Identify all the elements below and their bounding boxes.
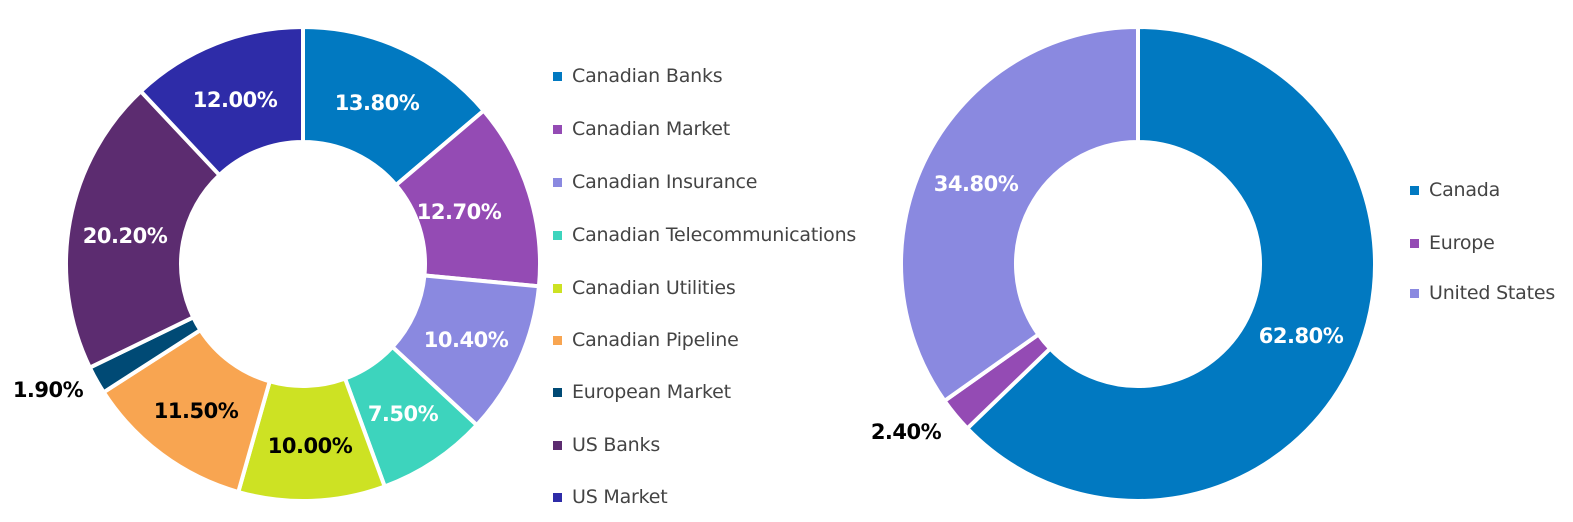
geographic-allocation-donut: 62.80% 2.40% 34.80% bbox=[871, 24, 1377, 503]
legend-label: US Banks bbox=[572, 434, 661, 456]
slice-us-banks[interactable] bbox=[64, 88, 223, 371]
legend-item-canadian-insurance[interactable]: Canadian Insurance bbox=[553, 169, 757, 195]
legend-marker-icon bbox=[1410, 288, 1419, 298]
legend-label: Canadian Market bbox=[572, 118, 730, 140]
legend-label: Canadian Pipeline bbox=[572, 329, 739, 351]
legend-marker-icon bbox=[553, 124, 562, 134]
legend-item-canadian-utilities[interactable]: Canadian Utilities bbox=[553, 275, 736, 301]
legend-label: Canada bbox=[1429, 179, 1501, 201]
legend-marker-icon bbox=[553, 283, 562, 293]
legend-item-united-states[interactable]: United States bbox=[1410, 280, 1555, 306]
legend-marker-icon bbox=[553, 177, 562, 187]
legend-label: United States bbox=[1429, 282, 1556, 304]
data-label-canadian-market: 12.70% bbox=[417, 200, 502, 224]
legend-label: Canadian Insurance bbox=[572, 171, 758, 193]
data-label-united-states: 34.80% bbox=[934, 172, 1019, 196]
data-label-canadian-banks: 13.80% bbox=[335, 91, 420, 115]
legend-label: Canadian Telecommunications bbox=[572, 224, 857, 246]
legend-label: Canadian Banks bbox=[572, 65, 723, 87]
legend-marker-icon bbox=[553, 440, 562, 450]
data-label-canada: 62.80% bbox=[1259, 324, 1344, 348]
sector-allocation-donut: 13.80% 12.70% 10.40% 7.50% 10.00% 11.50% 1.90%… bbox=[13, 24, 542, 503]
legend-item-canadian-market[interactable]: Canadian Market bbox=[553, 116, 730, 142]
legend-label: US Market bbox=[572, 486, 668, 508]
data-label-european-market: 1.90% bbox=[13, 378, 84, 402]
slice-canadian-banks[interactable] bbox=[301, 24, 487, 188]
data-label-canadian-telecommunications: 7.50% bbox=[368, 402, 439, 426]
data-label-canadian-insurance: 10.40% bbox=[424, 328, 509, 352]
slice-canada[interactable] bbox=[964, 24, 1377, 503]
legend-label: European Market bbox=[572, 381, 731, 403]
legend-marker-icon bbox=[553, 387, 562, 397]
legend-marker-icon bbox=[553, 492, 562, 502]
data-label-europe: 2.40% bbox=[871, 420, 942, 444]
legend-item-us-market[interactable]: US Market bbox=[553, 484, 668, 510]
legend-label: Canadian Utilities bbox=[572, 277, 736, 299]
legend-label: Europe bbox=[1429, 232, 1495, 254]
legend-item-canadian-telecommunications[interactable]: Canadian Telecommunications bbox=[553, 222, 856, 248]
data-label-canadian-pipeline: 11.50% bbox=[154, 399, 239, 423]
legend-item-europe[interactable]: Europe bbox=[1410, 230, 1495, 256]
slice-us-market[interactable] bbox=[137, 24, 305, 178]
data-label-us-banks: 20.20% bbox=[83, 224, 168, 248]
legend-item-us-banks[interactable]: US Banks bbox=[553, 432, 660, 458]
legend-marker-icon bbox=[1410, 238, 1419, 248]
data-label-canadian-utilities: 10.00% bbox=[268, 434, 353, 458]
legend-item-canada[interactable]: Canada bbox=[1410, 177, 1500, 203]
slice-united-states[interactable] bbox=[899, 24, 1140, 404]
legend-item-european-market[interactable]: European Market bbox=[553, 379, 731, 405]
data-label-us-market: 12.00% bbox=[193, 88, 278, 112]
legend-marker-icon bbox=[553, 335, 562, 345]
legend-item-canadian-banks[interactable]: Canadian Banks bbox=[553, 63, 723, 89]
legend-item-canadian-pipeline[interactable]: Canadian Pipeline bbox=[553, 327, 739, 353]
legend-marker-icon bbox=[1410, 185, 1419, 195]
legend-marker-icon bbox=[553, 230, 562, 240]
legend-marker-icon bbox=[553, 71, 562, 81]
